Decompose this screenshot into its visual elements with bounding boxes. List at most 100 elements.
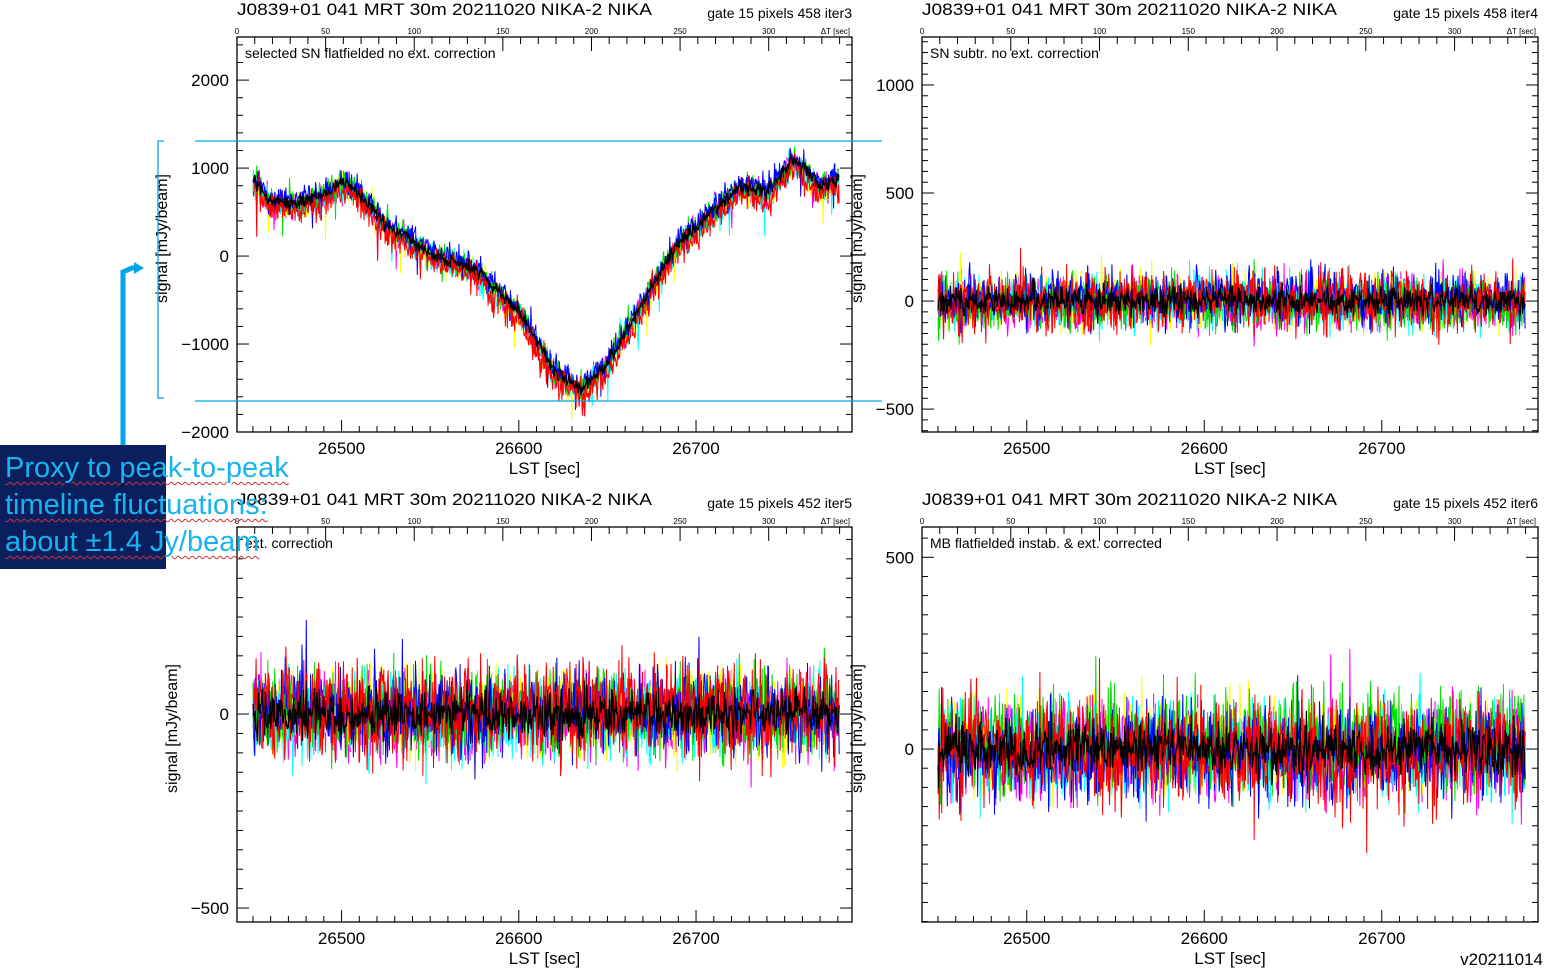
y-tick-label: 1000 bbox=[191, 159, 229, 178]
y-tick-label: 500 bbox=[886, 184, 914, 203]
x-tick-label: 26700 bbox=[672, 439, 719, 458]
panel-subtitle: ext. correction bbox=[245, 535, 333, 551]
plot-frame bbox=[921, 526, 1539, 923]
panel-subtitle: MB flatfielded instab. & ext. corrected bbox=[930, 535, 1162, 551]
top-tick-label: 50 bbox=[1006, 517, 1015, 526]
top-tick-label: 100 bbox=[1093, 517, 1107, 526]
panel-title-right: gate 15 pixels 458 iter3 bbox=[707, 5, 852, 21]
y-tick-label: 1000 bbox=[876, 76, 914, 95]
y-tick-label: −500 bbox=[876, 400, 914, 419]
panel-title: J0839+01 041 MRT 30m 20211020 NIKA-2 NIK… bbox=[237, 0, 653, 19]
x-tick-label: 26600 bbox=[495, 439, 542, 458]
x-tick-label: 26700 bbox=[1358, 929, 1405, 948]
x-tick-label: 26700 bbox=[1358, 439, 1405, 458]
y-tick-label: 0 bbox=[220, 705, 229, 724]
top-tick-label: 300 bbox=[762, 517, 776, 526]
plot-frame bbox=[921, 36, 1539, 433]
top-tick-label: 200 bbox=[1270, 517, 1284, 526]
panel-title-right: gate 15 pixels 458 iter4 bbox=[1393, 5, 1538, 21]
top-tick-label: 100 bbox=[408, 27, 422, 36]
top-tick-label: 250 bbox=[673, 27, 687, 36]
callout-line-1: Proxy to peak-to-peak bbox=[5, 452, 289, 484]
panel-4: 26500 26600 26700 LST [sec] 0 50 100 150 200 250 3… bbox=[849, 490, 1539, 968]
panel-1: 26500 26600 26700 LST [sec] 0 50 100 150 200 250 3… bbox=[154, 0, 853, 478]
panel-subtitle: SN subtr. no ext. correction bbox=[930, 45, 1099, 61]
top-tick-label: 250 bbox=[1359, 27, 1373, 36]
top-tick-label: 200 bbox=[1270, 27, 1284, 36]
series-group bbox=[937, 247, 1526, 347]
series-line-red bbox=[252, 645, 840, 782]
panel-2: 26500 26600 26700 LST [sec] 0 50 100 150 200 250 3… bbox=[849, 0, 1539, 478]
y-axis-label: signal [mJy/beam] bbox=[164, 664, 181, 793]
panel-title-right: gate 15 pixels 452 iter5 bbox=[707, 495, 852, 511]
top-axis-label: ΔT [sec] bbox=[821, 517, 850, 526]
y-tick-label: 0 bbox=[905, 292, 914, 311]
y-tick-label: 2000 bbox=[191, 71, 229, 90]
x-axis-label: LST [sec] bbox=[509, 459, 581, 478]
x-tick-label: 26500 bbox=[318, 439, 365, 458]
top-tick-label: 300 bbox=[1448, 517, 1462, 526]
x-axis-label: LST [sec] bbox=[1194, 949, 1266, 968]
top-tick-label: 150 bbox=[496, 517, 510, 526]
y-tick-label: 500 bbox=[886, 548, 914, 567]
top-tick-label: 200 bbox=[585, 27, 599, 36]
x-tick-label: 26500 bbox=[1003, 929, 1050, 948]
top-axis-label: ΔT [sec] bbox=[1507, 517, 1536, 526]
top-tick-label: 0 bbox=[920, 27, 925, 36]
plot-frame bbox=[236, 526, 853, 923]
top-tick-label: 50 bbox=[321, 517, 330, 526]
version-label: v20211014 bbox=[1460, 950, 1543, 969]
top-tick-label: 150 bbox=[1182, 517, 1196, 526]
series-line-black bbox=[937, 277, 1526, 324]
top-tick-label: 250 bbox=[673, 517, 687, 526]
range-bracket bbox=[157, 140, 164, 399]
x-tick-label: 26500 bbox=[1003, 439, 1050, 458]
x-tick-label: 26700 bbox=[672, 929, 719, 948]
series-group bbox=[937, 648, 1526, 853]
panel-3: 26500 26600 26700 LST [sec] 0 50 100 150 200 250 3… bbox=[164, 490, 853, 968]
y-tick-label: 0 bbox=[220, 247, 229, 266]
top-tick-label: 200 bbox=[585, 517, 599, 526]
top-tick-label: 50 bbox=[1006, 27, 1015, 36]
plot-frame bbox=[236, 36, 853, 433]
panel-title: J0839+01 041 MRT 30m 20211020 NIKA-2 NIK… bbox=[922, 0, 1338, 19]
top-tick-label: 50 bbox=[321, 27, 330, 36]
panel-title: J0839+01 041 MRT 30m 20211020 NIKA-2 NIK… bbox=[922, 490, 1338, 509]
series-line-black bbox=[937, 710, 1526, 789]
series-line-black bbox=[252, 154, 840, 397]
x-tick-label: 26600 bbox=[1181, 929, 1228, 948]
top-tick-label: 0 bbox=[235, 517, 240, 526]
top-axis-label: ΔT [sec] bbox=[1507, 27, 1536, 36]
callout-line-2: timeline fluctuations: bbox=[5, 489, 268, 521]
top-tick-label: 0 bbox=[235, 27, 240, 36]
series-line-red bbox=[252, 152, 840, 417]
y-tick-label: −500 bbox=[191, 899, 229, 918]
x-axis-label: LST [sec] bbox=[509, 949, 581, 968]
arrow-connector bbox=[120, 265, 136, 447]
arrow-head-icon bbox=[134, 262, 144, 274]
series-line-black bbox=[252, 680, 840, 750]
top-tick-label: 250 bbox=[1359, 517, 1373, 526]
panel-subtitle: selected SN flatfielded no ext. correcti… bbox=[245, 45, 496, 61]
y-tick-label: −2000 bbox=[181, 423, 229, 442]
top-tick-label: 150 bbox=[1182, 27, 1196, 36]
x-tick-label: 26500 bbox=[318, 929, 365, 948]
series-group bbox=[252, 146, 840, 421]
y-axis-label: signal [mJy/beam] bbox=[154, 174, 171, 303]
annotation-guides bbox=[120, 140, 882, 447]
y-tick-label: −1000 bbox=[181, 335, 229, 354]
series-group bbox=[252, 619, 840, 788]
top-tick-label: 100 bbox=[408, 517, 422, 526]
callout-line-3: about ±1.4 Jy/beam bbox=[5, 526, 260, 558]
annotation-callout: Proxy to peak-to-peak timeline fluctuati… bbox=[0, 445, 289, 569]
top-axis-label: ΔT [sec] bbox=[821, 27, 850, 36]
top-tick-label: 0 bbox=[920, 517, 925, 526]
panel-title-right: gate 15 pixels 452 iter6 bbox=[1393, 495, 1538, 511]
y-tick-label: 0 bbox=[905, 740, 914, 759]
x-axis-label: LST [sec] bbox=[1194, 459, 1266, 478]
y-axis-label: signal [mJy/beam] bbox=[849, 174, 866, 303]
top-tick-label: 150 bbox=[496, 27, 510, 36]
top-tick-label: 300 bbox=[1448, 27, 1462, 36]
x-tick-label: 26600 bbox=[1181, 439, 1228, 458]
